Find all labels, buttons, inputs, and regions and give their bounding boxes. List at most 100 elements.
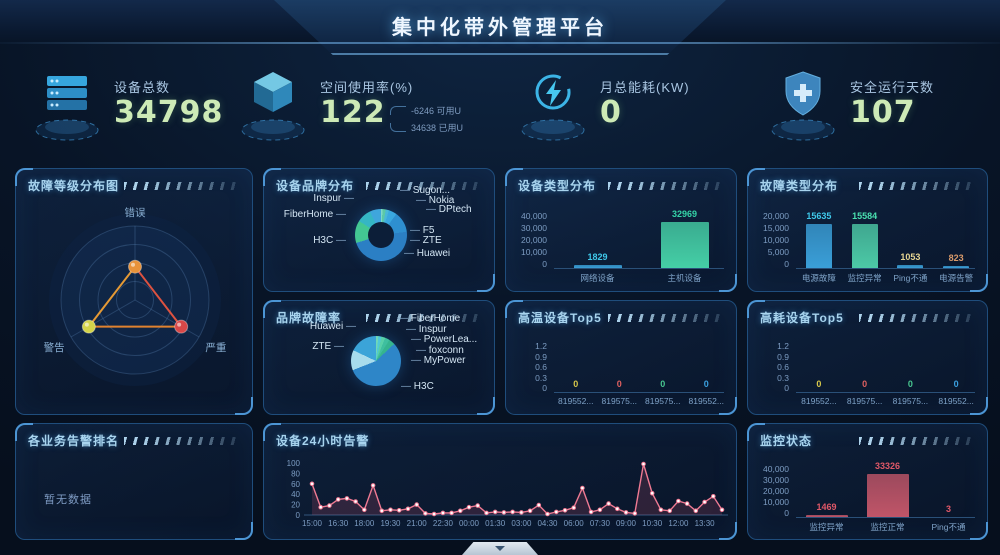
- bottom-collapse-tab[interactable]: [462, 542, 538, 555]
- legend-available-u: -6246 可用U: [390, 104, 463, 117]
- svg-text:01:30: 01:30: [485, 519, 506, 528]
- x-axis-line: [796, 517, 975, 518]
- pie-label: PowerLea...: [411, 334, 477, 345]
- bar: [897, 265, 924, 268]
- svg-text:严重: 严重: [205, 341, 226, 354]
- bar-chart: 1.2 0.9 0.6 0.3 0 0 819552... 0 819575... 0 819575…: [748, 342, 987, 406]
- legend-text: 34638 已用U: [411, 123, 464, 133]
- svg-text:12:00: 12:00: [668, 519, 689, 528]
- y-axis: 40,000 30,000 20,000 10,000 0: [763, 464, 789, 518]
- pie-circle: [351, 336, 401, 386]
- svg-text:16:30: 16:30: [328, 519, 349, 528]
- bar-column: 1829 网络设备: [554, 212, 641, 284]
- svg-text:13:30: 13:30: [695, 519, 716, 528]
- pie-label: Inspur: [313, 193, 354, 204]
- bar-value-label: 0: [616, 379, 622, 389]
- header-bar: 集中化带外管理平台: [0, 0, 1000, 55]
- bar: [943, 266, 970, 268]
- bar-column: 0 819552...: [554, 342, 598, 406]
- kpi-card-safe-days: 安全运行天数 107: [766, 64, 934, 152]
- bar-category-label: 819552...: [801, 396, 837, 406]
- title-stripes-icon: [859, 313, 971, 322]
- panel-biz-alarm-rank: 各业务告警排名 暂无数据: [15, 423, 253, 540]
- panel-title: 故障等级分布图: [28, 179, 120, 193]
- bar: [866, 474, 909, 517]
- bracket-icon: [390, 123, 406, 132]
- bar: [851, 224, 878, 268]
- kpi-value: 34798: [114, 95, 224, 130]
- bar-category-label: Ping不通: [931, 522, 966, 532]
- pie-label: H3C: [401, 381, 434, 392]
- bracket-icon: [390, 106, 406, 115]
- shield-icon: [771, 71, 835, 141]
- legend-text: -6246 可用U: [411, 106, 462, 116]
- panel-alarms-24h: 设备24小时告警 0 20 40 60 80 100 15:00 16:30 18:00 19:3…: [263, 423, 737, 540]
- title-stripes-icon: [608, 313, 720, 322]
- pie-label: DPtech: [426, 204, 472, 215]
- svg-text:0: 0: [296, 511, 301, 520]
- pie-label: Huawei: [404, 248, 450, 259]
- bar-column: 0 819575...: [888, 342, 934, 406]
- bar-column: 33326 监控正常: [857, 461, 918, 533]
- svg-text:40: 40: [291, 490, 300, 499]
- panel-fault-type: 故障类型分布 20,000 15,000 10,000 5,000 0 15635 电源故障…: [747, 168, 988, 292]
- svg-text:15:00: 15:00: [302, 519, 323, 528]
- bar-value-label: 0: [816, 379, 822, 389]
- svg-text:60: 60: [291, 480, 300, 489]
- bar-value-label: 32969: [671, 209, 698, 219]
- device-type-bars: 40,000 30,000 20,000 10,000 0 1829 网络设备 32969 主机…: [506, 209, 736, 284]
- panel-title: 高温设备Top5: [518, 311, 602, 325]
- pie-label: H3C: [313, 235, 346, 246]
- bar-category-label: 网络设备: [580, 273, 615, 283]
- bar-column: 3 Ping不通: [918, 465, 979, 533]
- cube-icon: [241, 72, 305, 141]
- bar: [805, 515, 848, 517]
- panel-monitor-status: 监控状态 40,000 30,000 20,000 10,000 0 1469 监控异常 33…: [747, 423, 988, 540]
- server-icon: [35, 76, 99, 141]
- bar-value-label: 3: [945, 504, 952, 514]
- bar-value-label: 0: [907, 379, 913, 389]
- svg-text:错误: 错误: [125, 206, 146, 219]
- svg-text:00:00: 00:00: [459, 519, 480, 528]
- pie-label: ZTE: [312, 341, 344, 352]
- kpi-label: 空间使用率(%): [320, 80, 414, 95]
- bar-value-label: 15635: [806, 211, 832, 221]
- panel-title: 故障类型分布: [760, 179, 839, 193]
- bar-value-label: 0: [953, 379, 959, 389]
- brand-donut-chart: Sugon...NokiaDPtech F5ZTE Huawei H3C FiberHo…: [264, 169, 494, 291]
- x-axis-line: [796, 392, 975, 393]
- bar-category-label: 819575...: [645, 396, 681, 406]
- brand-fault-pie: FiberHomeInspurPowerLea...foxconnMyPower…: [264, 301, 494, 414]
- bar-category-label: 819552...: [558, 396, 594, 406]
- panel-high-temp-top5: 高温设备Top5 1.2 0.9 0.6 0.3 0 0 819552... 0 819575.…: [505, 300, 737, 415]
- bar-column: 0 819552...: [685, 342, 729, 406]
- bar-chart: 1.2 0.9 0.6 0.3 0 0 819552... 0 819575... 0 819575…: [506, 342, 736, 406]
- y-axis: 1.2 0.9 0.6 0.3 0: [535, 341, 547, 393]
- page-title: 集中化带外管理平台: [392, 17, 608, 39]
- x-axis-line: [554, 268, 724, 269]
- svg-text:03:00: 03:00: [511, 519, 532, 528]
- bar-column: 0 819575...: [842, 342, 888, 406]
- pie-label: Sugon...: [400, 185, 450, 196]
- bar: [573, 265, 622, 268]
- bar-chart: 20,000 15,000 10,000 5,000 0 15635 电源故障 15584 监控…: [748, 211, 987, 284]
- kpi-label: 设备总数: [114, 80, 171, 95]
- kpi-card-device-total: 设备总数 34798: [30, 64, 223, 152]
- svg-text:20: 20: [291, 501, 300, 510]
- svg-text:19:30: 19:30: [380, 519, 401, 528]
- y-axis: 40,000 30,000 20,000 10,000 0: [521, 211, 547, 269]
- pie-label: foxconn: [416, 345, 464, 356]
- donut-hole: [368, 222, 394, 248]
- bar-column: 1053 Ping不通: [888, 212, 934, 284]
- bar-value-label: 0: [862, 379, 868, 389]
- bar-column: 15584 监控异常: [842, 211, 888, 284]
- pie-label: FiberHome: [398, 313, 460, 324]
- bar-value-label: 1829: [587, 252, 608, 262]
- panel-title: 设备类型分布: [518, 179, 597, 193]
- bar-category-label: 主机设备: [667, 273, 702, 283]
- kpi-label: 月总能耗(KW): [600, 80, 690, 95]
- svg-text:18:00: 18:00: [354, 519, 375, 528]
- title-stripes-icon: [608, 181, 720, 190]
